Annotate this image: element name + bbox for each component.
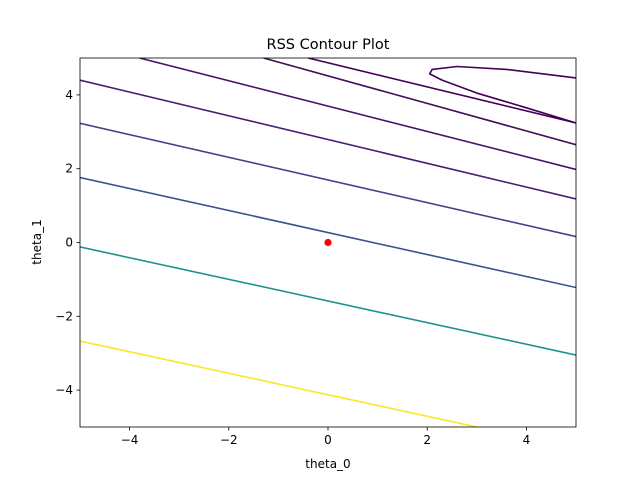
contour-line-4 bbox=[80, 122, 576, 238]
x-tick-label: 4 bbox=[523, 433, 531, 447]
contour-line-5 bbox=[80, 79, 576, 200]
y-tick-label: 0 bbox=[65, 236, 73, 250]
chart-title: RSS Contour Plot bbox=[267, 37, 390, 53]
plot-area: −4 −2 0 2 4 −4 −2 0 2 4 bbox=[55, 57, 577, 447]
y-tick-label: 2 bbox=[65, 162, 73, 176]
x-tick-label: −2 bbox=[220, 433, 238, 447]
contour-line-1 bbox=[80, 340, 477, 427]
y-tick-label: −4 bbox=[55, 383, 73, 397]
contour-line-7 bbox=[263, 58, 576, 146]
y-axis-label: theta_1 bbox=[30, 219, 44, 264]
contour-lines bbox=[80, 58, 576, 427]
contour-line-2 bbox=[80, 246, 576, 356]
contour-line-3 bbox=[80, 176, 576, 289]
x-axis-label: theta_0 bbox=[305, 457, 350, 471]
x-tick-label: 0 bbox=[324, 433, 332, 447]
contour-line-9 bbox=[428, 65, 576, 124]
x-tick-label: 2 bbox=[423, 433, 431, 447]
contour-line-6 bbox=[139, 58, 576, 171]
y-tick-label: −2 bbox=[55, 309, 73, 323]
x-tick-label: −4 bbox=[121, 433, 139, 447]
contour-line-8 bbox=[307, 58, 576, 124]
y-tick-label: 4 bbox=[65, 88, 73, 102]
minimum-point-marker bbox=[324, 238, 332, 247]
